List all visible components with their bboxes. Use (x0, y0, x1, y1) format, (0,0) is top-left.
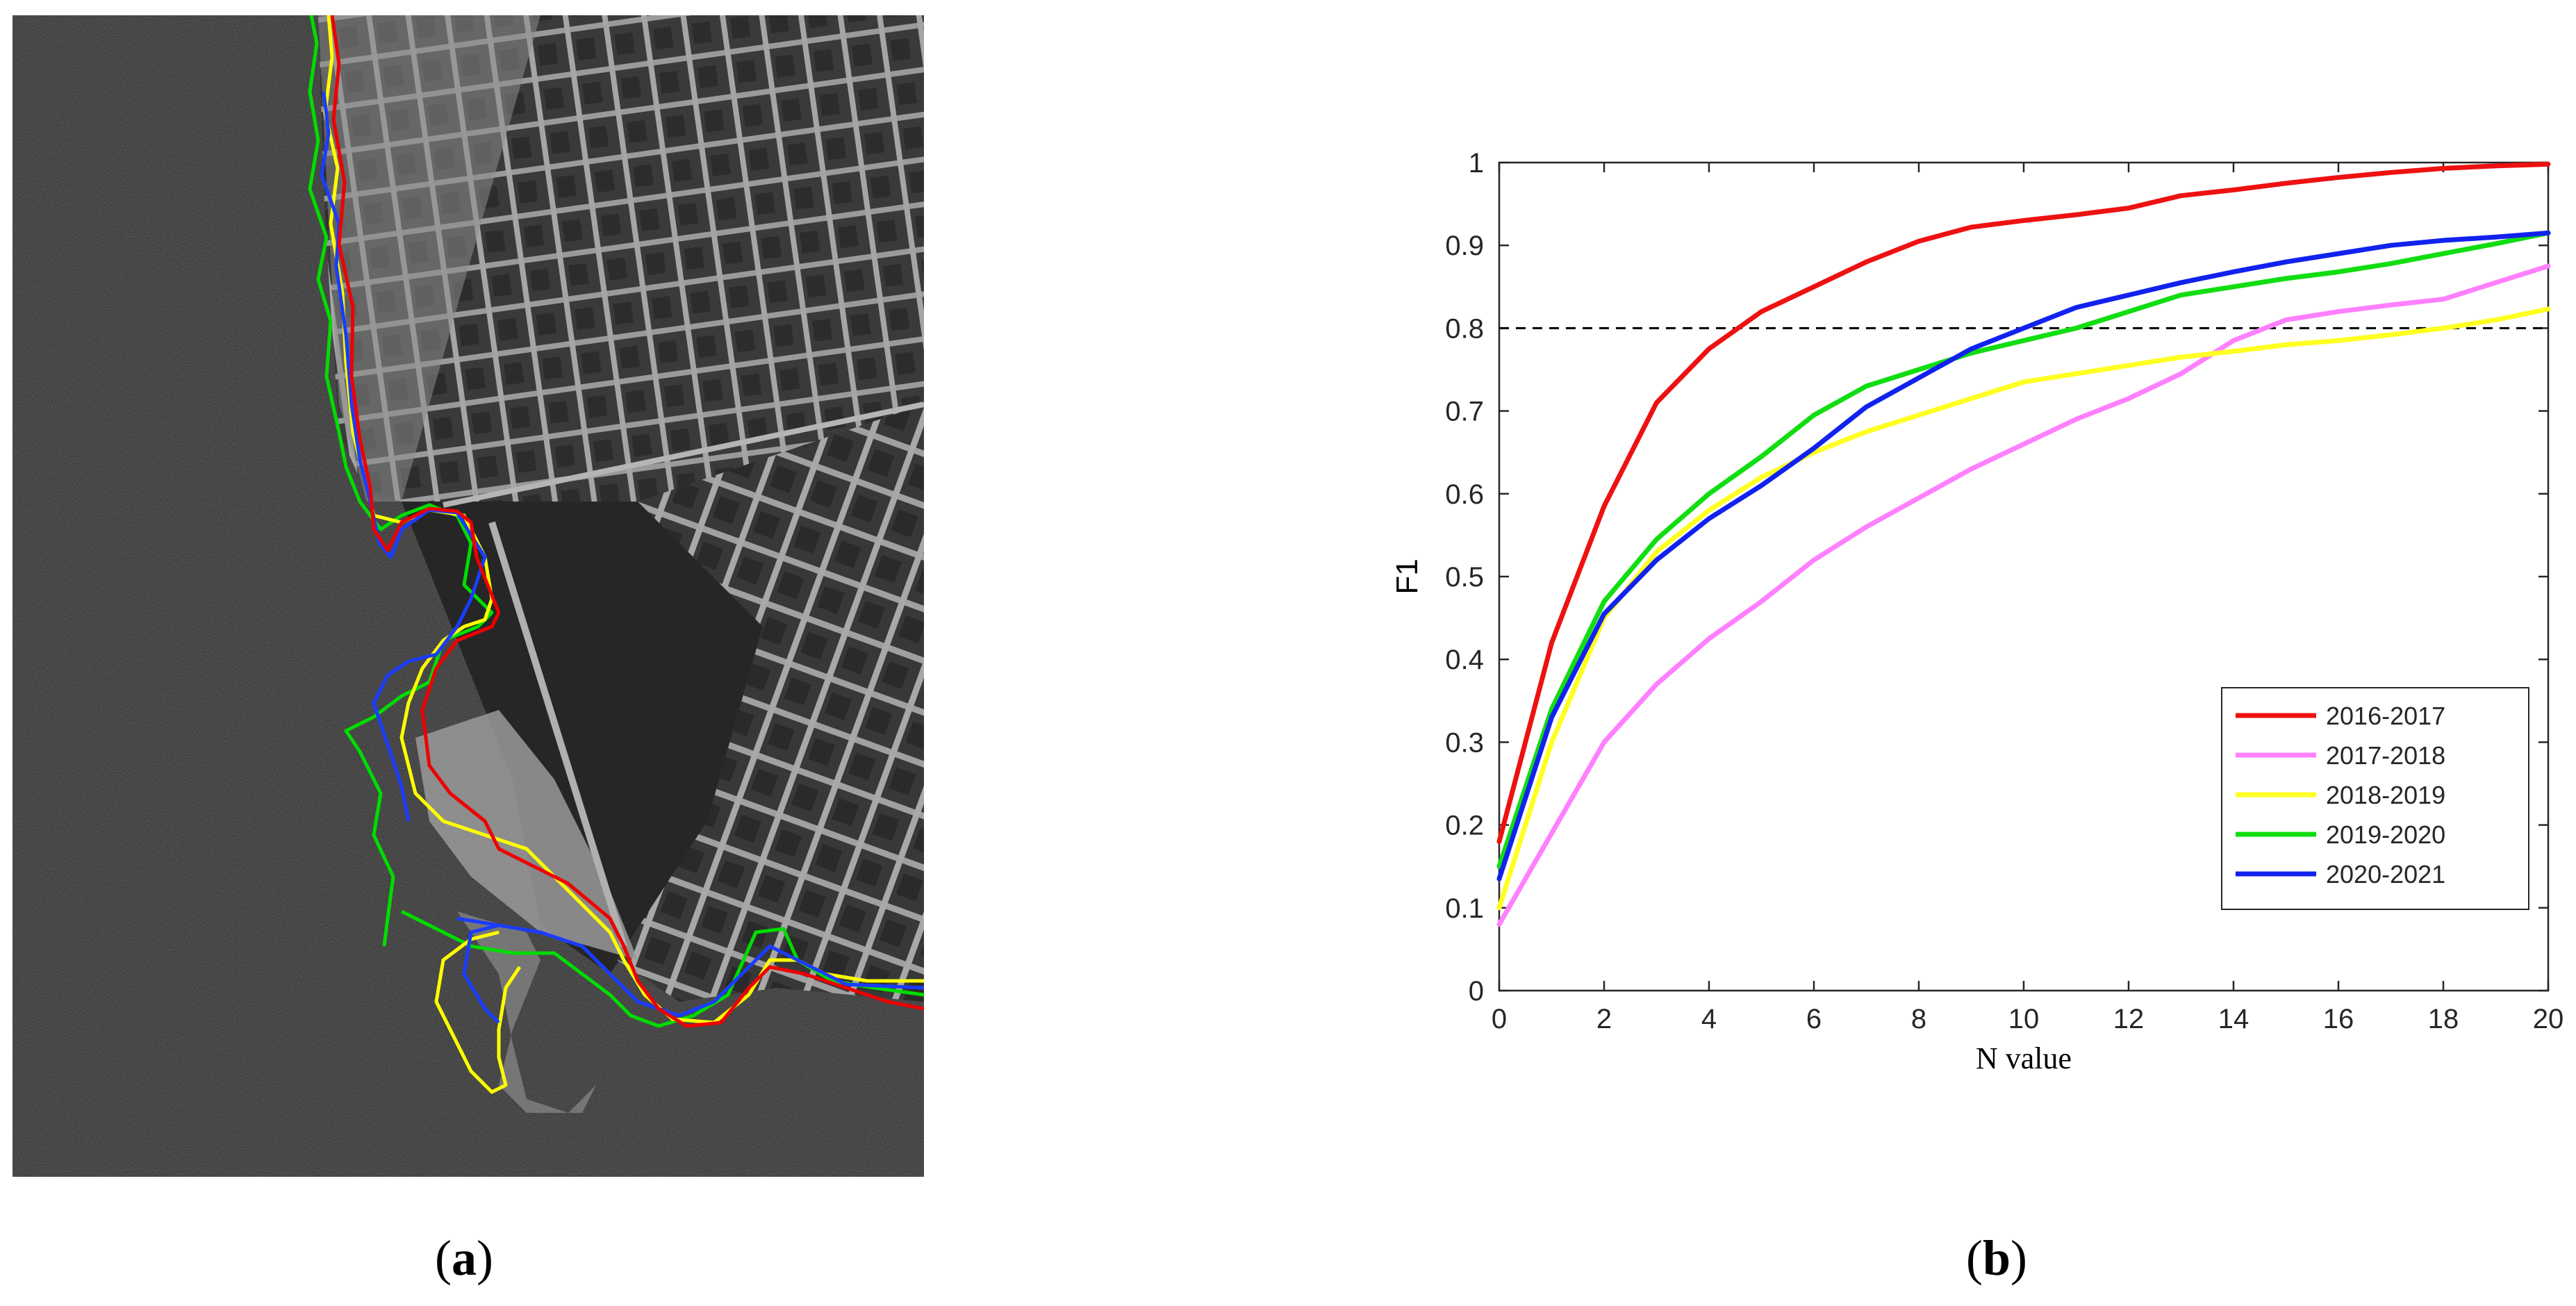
mangrove-zone (402, 502, 763, 974)
x-tick-label: 18 (2428, 1004, 2459, 1034)
x-tick-label: 12 (2113, 1004, 2145, 1034)
x-tick-label: 0 (1492, 1004, 1507, 1034)
caption-b: (b) (1966, 1230, 2028, 1286)
x-tick-label: 16 (2323, 1004, 2354, 1034)
series-line-2018-2019 (1496, 306, 2551, 911)
y-tick-label: 0.1 (1445, 893, 1484, 924)
y-tick-label: 0.2 (1445, 811, 1484, 841)
axes: 0 2 4 6 8 10 12 14 16 18 20 0 0.1 0.2 0.3 0.4 0.5 0.6 0.7 0… (1445, 148, 2563, 1034)
x-tick-label: 2 (1596, 1004, 1612, 1034)
x-tick-label: 20 (2533, 1004, 2564, 1034)
x-tick-label: 4 (1701, 1004, 1717, 1034)
x-tick-label: 6 (1806, 1004, 1822, 1034)
sar-image-panel (13, 15, 925, 1177)
caption-a: (a) (435, 1230, 493, 1286)
x-axis-label: N value (1976, 1041, 2072, 1075)
coastline-2016-2017 (330, 15, 925, 1028)
plot-area (1496, 161, 2551, 927)
legend-label: 2018-2019 (2326, 781, 2445, 809)
series-line-2020-2021 (1496, 230, 2551, 882)
y-tick-label: 1 (1469, 148, 1484, 179)
sar-image (13, 15, 925, 1177)
farmland-south (617, 404, 924, 1002)
y-tick-label: 0.6 (1445, 479, 1484, 510)
mudflat (415, 710, 638, 960)
series-line-2017-2018 (1496, 263, 2551, 927)
x-tick-label: 8 (1911, 1004, 1926, 1034)
y-tick-label: 0.7 (1445, 397, 1484, 427)
series-line-2016-2017 (1496, 161, 2551, 844)
f1-line-chart: 0 2 4 6 8 10 12 14 16 18 20 0 0.1 0.2 0.3 0.4 0.5 0.6 0.7 0… (1390, 148, 2563, 1075)
legend: 2016-2017 2017-2018 2018-2019 2019-2020 2020… (2221, 687, 2529, 910)
legend-label: 2020-2021 (2326, 860, 2445, 888)
y-tick-label: 0.9 (1445, 231, 1484, 261)
y-axis-label: F1 (1390, 559, 1424, 594)
coastline-2020-2021 (320, 91, 925, 1024)
y-tick-label: 0.3 (1445, 727, 1484, 758)
y-tick-label: 0.5 (1445, 562, 1484, 593)
x-tick-label: 14 (2218, 1004, 2249, 1034)
legend-label: 2016-2017 (2326, 702, 2445, 730)
y-tick-label: 0 (1469, 976, 1484, 1007)
y-tick-label: 0.4 (1445, 645, 1484, 675)
y-tick-label: 0.8 (1445, 313, 1484, 344)
legend-label: 2017-2018 (2326, 741, 2445, 770)
f1-chart-panel: 0 2 4 6 8 10 12 14 16 18 20 0 0.1 0.2 0.3 0.4 0.5 0.6 0.7 0… (1320, 118, 2576, 1111)
series-line-2019-2020 (1496, 230, 2551, 869)
x-tick-label: 10 (2008, 1004, 2040, 1034)
legend-label: 2019-2020 (2326, 820, 2445, 849)
